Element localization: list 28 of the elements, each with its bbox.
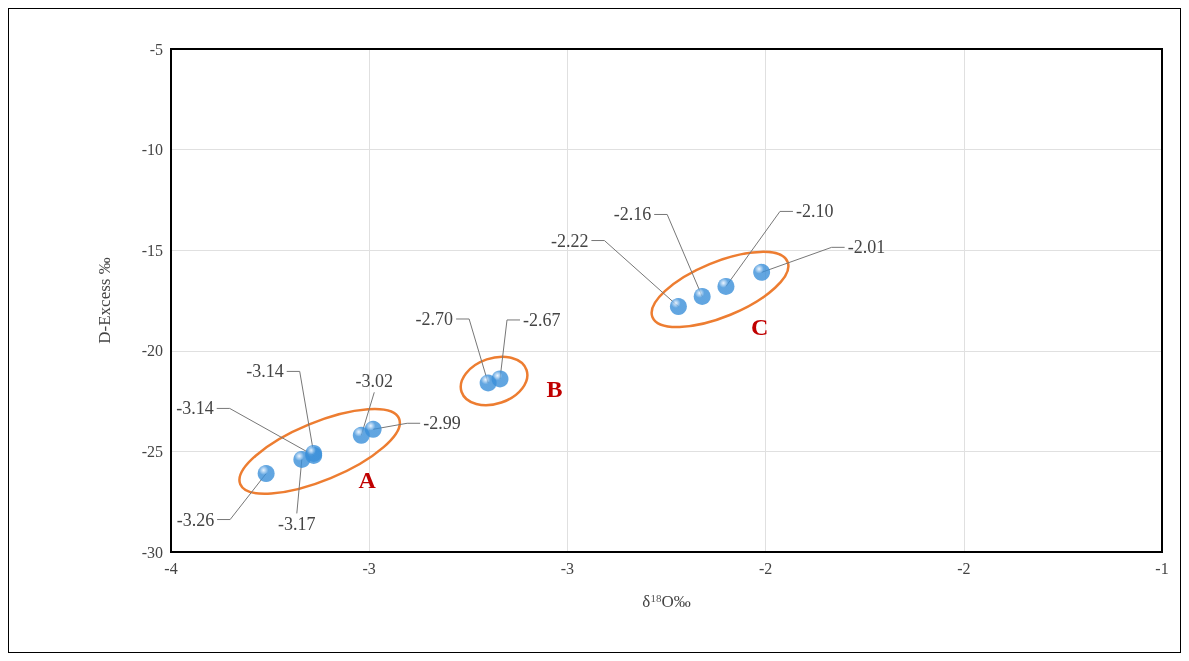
annotation: -3.26	[176, 509, 215, 530]
annotation: -2.01	[847, 237, 886, 258]
annotation: C	[750, 313, 769, 340]
annotation: -2.10	[795, 201, 834, 222]
annotation: A	[358, 467, 377, 494]
annotation: B	[546, 375, 563, 402]
x-tick-label: -4	[164, 559, 178, 577]
y-tick-label: -5	[149, 40, 163, 58]
x-tick-label: -3	[560, 559, 575, 577]
annotation: -3.02	[355, 371, 394, 392]
annotation: -2.67	[523, 309, 561, 330]
y-tick-label: -20	[141, 342, 163, 360]
annotation: -3.14	[176, 398, 214, 419]
x-tick-label: -2	[957, 559, 971, 577]
x-tick-label: -1	[1155, 559, 1169, 577]
y-axis-title: D-Excess ‰	[95, 257, 114, 344]
annotation: -2.99	[423, 413, 461, 434]
y-tick-label: -10	[141, 141, 163, 159]
annotation: -3.17	[278, 514, 316, 535]
y-tick-label: -15	[141, 241, 163, 259]
y-tick-label: -25	[141, 442, 163, 460]
x-tick-label: -2	[758, 559, 773, 577]
annotation: -2.70	[415, 308, 454, 329]
x-tick-label: -3	[362, 559, 376, 577]
annotation: -3.14	[246, 361, 284, 382]
annotation: -2.16	[613, 204, 652, 225]
y-tick-label: -30	[141, 543, 163, 561]
annotation: -2.22	[550, 230, 589, 251]
